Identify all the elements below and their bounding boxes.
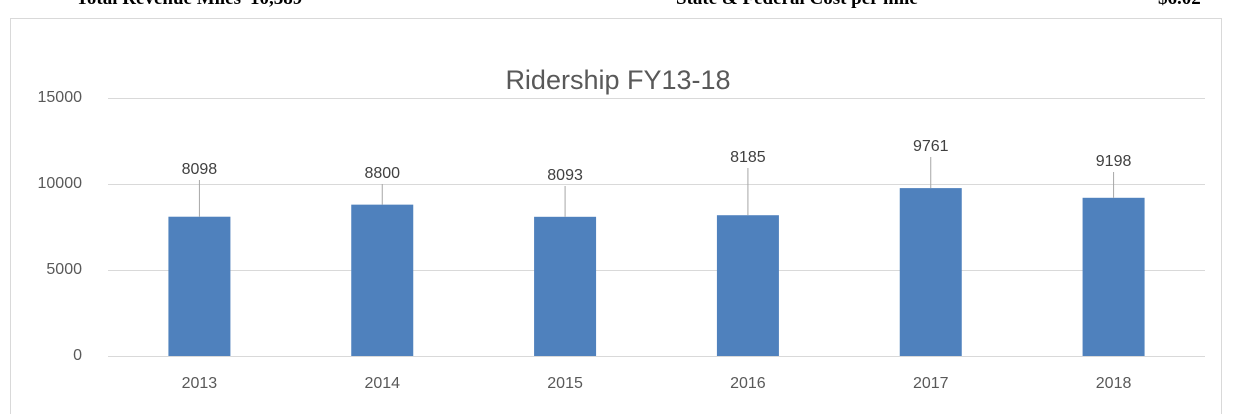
chart-title: Ridership FY13-18 [505,65,730,95]
x-tick-label: 2015 [547,375,583,392]
data-label: 8093 [547,167,583,184]
header-label: State & Federal Cost per mile [676,0,918,9]
x-tick-label: 2018 [1096,375,1132,392]
y-tick-label: 10000 [38,175,83,192]
header-value: $6.02 [1158,0,1201,9]
bar [1082,197,1145,356]
y-tick-label: 0 [73,347,82,364]
data-label: 8185 [730,149,766,166]
x-tick-label: 2013 [182,375,218,392]
bar [168,216,231,356]
bar [716,215,779,356]
x-tick-label: 2017 [913,375,949,392]
data-label: 9198 [1096,153,1132,170]
bar [351,204,414,356]
header-value: 10,389 [250,0,302,9]
data-label: 8800 [364,165,400,182]
data-label: 8098 [182,161,218,178]
header-label: Total Revenue Miles [76,0,241,9]
bar [534,216,597,356]
bar [899,188,962,356]
y-tick-label: 5000 [46,261,82,278]
y-tick-label: 15000 [38,89,83,106]
data-label: 9761 [913,138,949,155]
x-tick-label: 2014 [364,375,400,392]
x-tick-label: 2016 [730,375,766,392]
